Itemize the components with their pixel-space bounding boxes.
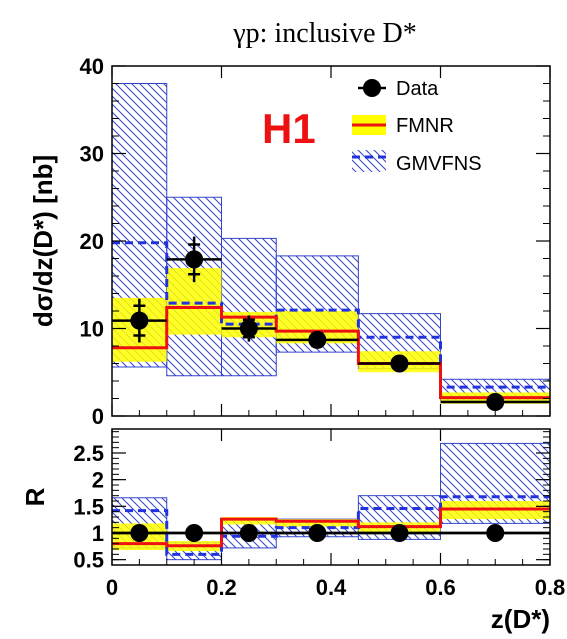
y-tick-label: 10: [80, 317, 104, 342]
x-axis-title: z(D*): [491, 604, 550, 634]
legend-entry-data: Data: [396, 78, 439, 100]
y-tick-label: 0.5: [73, 548, 104, 573]
data-point-marker: [308, 524, 326, 542]
y-tick-label: 2: [92, 468, 104, 493]
gmvfns-band-bin: [222, 238, 277, 375]
y-tick-label: 30: [80, 142, 104, 167]
data-point-marker: [185, 524, 203, 542]
x-tick-label: 0.4: [316, 575, 347, 600]
legend-entry-fmnr: FMNR: [396, 115, 454, 137]
chart-title: γp: inclusive D*: [232, 18, 416, 49]
data-point-marker: [240, 320, 258, 338]
experiment-label: H1: [262, 105, 316, 152]
x-tick-label: 0.6: [425, 575, 456, 600]
data-point-marker: [486, 524, 504, 542]
legend: Data FMNR GMVFNS: [352, 78, 482, 175]
data-point-marker: [185, 250, 203, 268]
y-tick-label: 2.5: [73, 441, 104, 466]
x-tick-label: 0.2: [206, 575, 237, 600]
ratio-panel: 0 0.2 0.4 0.6 0.8 0.511.522.5 R z(D*): [20, 429, 565, 634]
y-axis-title: dσ/dz(D*) [nb]: [28, 155, 58, 327]
top-panel: 0 10 20 30 40 H1 Data FMNR GMVFNS dσ/dz(D*) …: [28, 54, 550, 429]
legend-data-marker: [363, 79, 381, 97]
legend-gmvfns-band: [352, 150, 386, 172]
y-tick-label: 1.5: [73, 494, 104, 519]
y-tick-label: 1: [92, 521, 104, 546]
y-tick-label: 0: [92, 404, 104, 429]
data-point-marker: [390, 355, 408, 373]
legend-entry-gmvfns: GMVFNS: [396, 153, 482, 175]
y-tick-label: 40: [80, 54, 104, 79]
gmvfns-uncertainty-bands: [112, 84, 550, 401]
x-tick-label: 0.8: [535, 575, 566, 600]
ratio-y-axis-title: R: [20, 487, 50, 506]
data-point-marker: [240, 524, 258, 542]
data-point-marker: [130, 524, 148, 542]
data-point-marker: [130, 312, 148, 330]
x-tick-label: 0: [106, 575, 118, 600]
data-point-marker: [308, 331, 326, 349]
data-point-marker: [390, 524, 408, 542]
y-tick-label: 20: [80, 229, 104, 254]
data-point-marker: [486, 393, 504, 411]
